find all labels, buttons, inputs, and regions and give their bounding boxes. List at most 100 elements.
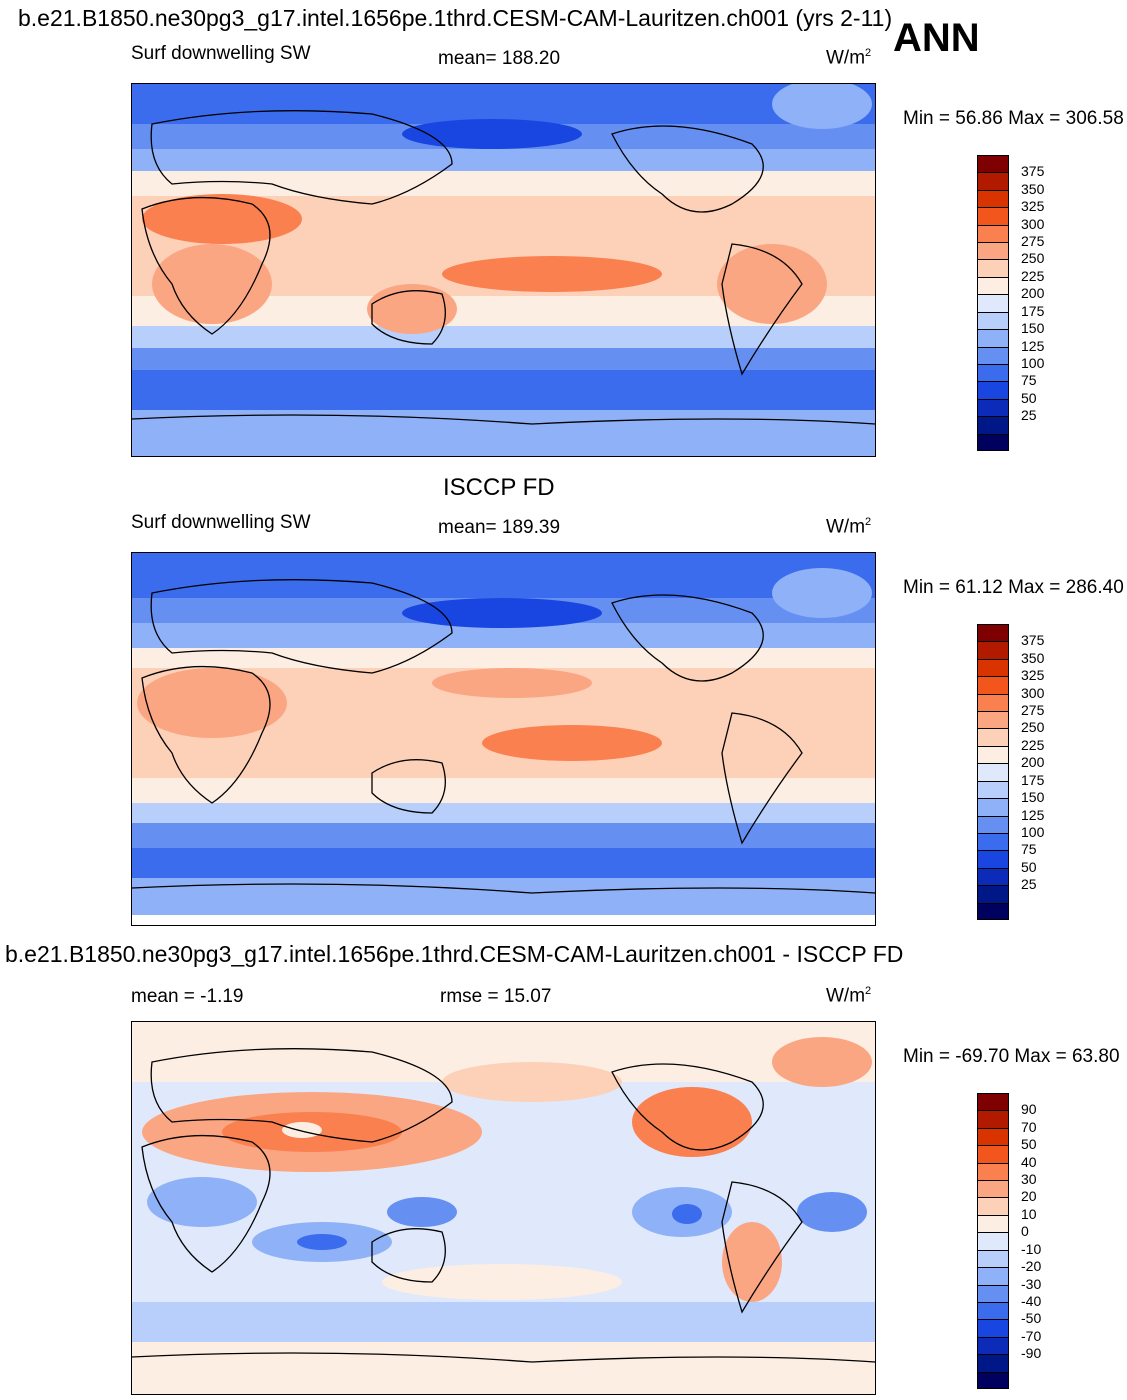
- south-mid-band: [132, 803, 875, 823]
- north-america-coast: [611, 594, 764, 682]
- colorbar-swatch: [977, 1127, 1009, 1146]
- greenland-feature: [772, 84, 872, 129]
- colorbar-swatch: [977, 1336, 1009, 1355]
- colorbar-swatch: [977, 693, 1009, 712]
- map-diff: [131, 1021, 876, 1395]
- colorbar-swatch: [977, 902, 1009, 920]
- colorbar-swatch: [977, 1301, 1009, 1320]
- panel2-minmax: Min = 61.12 Max = 286.40: [903, 577, 1124, 598]
- colorbar-tick-label: 70: [1021, 1118, 1037, 1135]
- north-pacific-positive: [442, 1062, 622, 1102]
- africa-coast: [141, 196, 271, 335]
- australia-coast: [371, 1228, 446, 1283]
- colorbar-diff: 90 70 50 40 30 20 10 0 -10 -20 -30 -40 -50 -70 -90: [977, 1093, 1047, 1389]
- colorbar-tick-label: 250: [1021, 250, 1045, 267]
- colorbar-swatch: [977, 1214, 1009, 1233]
- colorbar-swatch: [977, 1284, 1009, 1302]
- panel3-header: b.e21.B1850.ne30pg3_g17.intel.1656pe.1th…: [5, 941, 904, 967]
- colorbar-swatch: [977, 1180, 1009, 1198]
- colorbar-swatch: [977, 242, 1009, 260]
- colorbar-tick-label: 50: [1021, 389, 1037, 406]
- indian-ocean-min: [297, 1234, 347, 1250]
- panel3-units: W/m2: [826, 985, 872, 1007]
- colorbar-model: 375 350 325 300 275 250 225 200 175 150 125 100 75 50…: [977, 155, 1047, 451]
- colorbar-swatch: [977, 276, 1009, 295]
- colorbar-tick-label: -90: [1021, 1345, 1042, 1362]
- panel1-units: W/m2: [826, 47, 872, 69]
- colorbar-tick-label: 25: [1021, 407, 1037, 424]
- colorbar-obs: 375 350 325 300 275 250 225 200 175 150 125 100 75 50…: [977, 624, 1047, 920]
- colorbar-swatch: [977, 867, 1009, 886]
- south-america-coast: [721, 243, 803, 376]
- panel2-header: ISCCP FD: [443, 474, 555, 501]
- colorbar-tick-label: 10: [1021, 1205, 1037, 1222]
- sahara-feature: [142, 194, 302, 244]
- arctic-band: [132, 84, 875, 124]
- colorbar-tick-label: 325: [1021, 667, 1045, 684]
- panel1-minmax: Min = 56.86 Max = 306.58: [903, 108, 1124, 129]
- map-diff-svg: [132, 1022, 875, 1394]
- colorbar-swatch: [977, 311, 1009, 330]
- colorbar-swatch: [977, 676, 1009, 694]
- colorbar-swatch: [977, 172, 1009, 190]
- tibet-feature: [282, 1122, 322, 1138]
- antarctica-coast: [132, 883, 875, 894]
- colorbar-swatch: [977, 1145, 1009, 1163]
- panel1-mean-label: mean= 188.20: [438, 48, 561, 69]
- eurasia-coast: [150, 110, 453, 205]
- north-sub-band: [132, 648, 875, 668]
- colorbar-swatch: [977, 1354, 1009, 1372]
- africa-coast: [141, 665, 271, 804]
- colorbar-swatch: [977, 763, 1009, 781]
- north-america-positive: [632, 1087, 752, 1157]
- map-obs-svg: [132, 553, 875, 925]
- africa-coast: [141, 1134, 271, 1273]
- colorbar-swatch: [977, 745, 1009, 764]
- africa-feature: [152, 244, 272, 324]
- season-label: ANN: [893, 16, 980, 60]
- eurasia-coast: [150, 1048, 453, 1143]
- colorbar-swatch: [977, 1197, 1009, 1215]
- south-pacific-positive: [382, 1264, 622, 1300]
- colorbar-swatch: [977, 1232, 1009, 1250]
- pacific-maximum: [482, 725, 662, 761]
- colorbar-swatch: [977, 1371, 1009, 1389]
- colorbar-swatch: [977, 1267, 1009, 1285]
- colorbar-swatch: [977, 1162, 1009, 1181]
- colorbar-tick-label: 150: [1021, 320, 1045, 337]
- andes-positive: [722, 1222, 782, 1302]
- colorbar-swatch: [977, 224, 1009, 243]
- greenland-feature: [772, 568, 872, 618]
- colorbar-tick-label: 50: [1021, 858, 1037, 875]
- colorbar-swatch: [977, 641, 1009, 659]
- colorbar-tick-label: 300: [1021, 215, 1045, 232]
- australia-coast: [371, 759, 446, 814]
- colorbar-tick-label: 350: [1021, 649, 1045, 666]
- south-mid-band: [132, 326, 875, 348]
- colorbar-tick-label: 225: [1021, 736, 1045, 753]
- colorbar-tick-label: 150: [1021, 789, 1045, 806]
- colorbar-swatch: [977, 885, 1009, 903]
- colorbar-swatch: [977, 1110, 1009, 1128]
- africa-negative: [147, 1177, 257, 1227]
- colorbar-tick-label: -40: [1021, 1292, 1042, 1309]
- colorbar-tick-label: 75: [1021, 841, 1037, 858]
- colorbar-tick-label: 200: [1021, 754, 1045, 771]
- australia-coast: [371, 290, 446, 345]
- colorbar-swatch: [977, 294, 1009, 312]
- colorbar-tick-label: 20: [1021, 1188, 1037, 1205]
- colorbar-swatch: [977, 363, 1009, 382]
- colorbar-tick-label: -50: [1021, 1310, 1042, 1327]
- colorbar-swatch: [977, 433, 1009, 451]
- missing-data-strip: [132, 915, 875, 925]
- map-model: [131, 83, 876, 457]
- pacific-maximum: [442, 256, 662, 292]
- map-model-svg: [132, 84, 875, 456]
- south-america-coast: [721, 1181, 803, 1314]
- north-pacific-subtropics: [432, 668, 592, 698]
- south-high-band: [132, 823, 875, 848]
- colorbar-frame: [977, 155, 1009, 451]
- atlantic-negative: [797, 1192, 867, 1232]
- colorbar-tick-label: 30: [1021, 1171, 1037, 1188]
- colorbar-tick-label: 25: [1021, 876, 1037, 893]
